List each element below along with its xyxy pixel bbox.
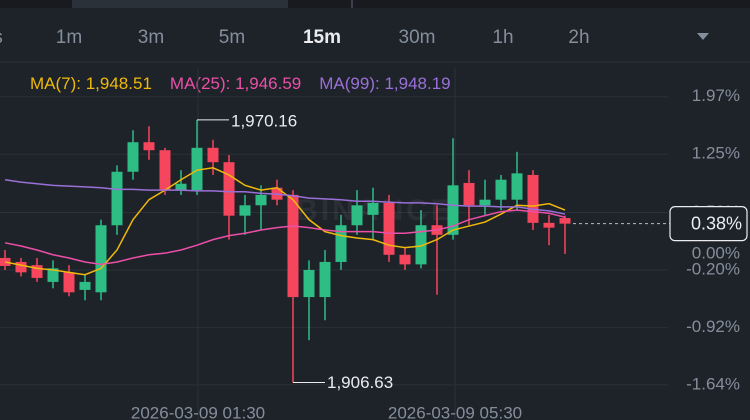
current-label: 0.38% xyxy=(691,213,742,233)
interval-tab[interactable]: 5m xyxy=(219,27,245,48)
candle-body xyxy=(463,182,475,206)
x-tick-label: 2026-03-09 05:30 xyxy=(388,403,522,420)
ma-line xyxy=(4,166,566,276)
y-tick-label: -0.20% xyxy=(686,259,740,278)
interval-tab[interactable]: 1m xyxy=(56,27,82,48)
plot: 1.97%1.25%0.52%0.00%-0.20%-0.92%-1.64%BI… xyxy=(0,68,748,420)
candle-body xyxy=(239,205,251,216)
interval-tab[interactable]: s xyxy=(0,27,3,48)
legend-entry: MA(25): 1,946.59 xyxy=(170,74,301,93)
interval-tab[interactable]: 15m xyxy=(303,27,341,48)
interval-tab[interactable]: 1h xyxy=(492,27,513,48)
candle-body xyxy=(143,142,155,151)
candle-body xyxy=(495,179,507,200)
ma-legend: MA(7): 1,948.51 MA(25): 1,946.59 MA(99): 1… xyxy=(30,74,451,93)
candle-body xyxy=(511,173,523,200)
candle-body xyxy=(175,183,187,191)
interval-tab[interactable]: 2h xyxy=(568,27,589,48)
current-box xyxy=(669,206,748,242)
y-tick-label: -0.92% xyxy=(686,317,740,336)
candle-body xyxy=(351,205,363,226)
y-tick-label: 1.97% xyxy=(692,86,740,105)
header-strip xyxy=(0,0,750,8)
candle-body xyxy=(543,222,555,228)
x-tick-label: 2026-03-09 01:30 xyxy=(131,403,265,420)
legend-entry: MA(7): 1,948.51 xyxy=(30,74,152,93)
candle-body xyxy=(399,254,411,265)
candle-body xyxy=(79,281,91,290)
candle-body xyxy=(527,174,539,223)
candle-body xyxy=(95,225,107,293)
candle-body xyxy=(559,218,571,224)
candle-body xyxy=(191,147,203,191)
interval-tab[interactable]: 30m xyxy=(399,27,436,48)
candle-body xyxy=(287,194,299,298)
annotation-label: 1,970.16 xyxy=(231,111,297,130)
candle-body xyxy=(15,261,27,273)
candle-body xyxy=(159,150,171,191)
candle-body xyxy=(319,261,331,298)
candle-body xyxy=(479,199,491,206)
header-tab xyxy=(72,0,288,8)
candle-body xyxy=(367,202,379,215)
candle-body xyxy=(335,225,347,262)
y-tick-label: -1.64% xyxy=(686,374,740,393)
candle-body xyxy=(111,171,123,226)
legend-entry: MA(99): 1,948.19 xyxy=(319,74,450,93)
annotation-label: 1,906.63 xyxy=(327,373,393,392)
ma-line xyxy=(4,209,566,266)
interval-tabs: s 1m 3m 5m 15m 30m 1h 2h xyxy=(0,27,590,48)
candle-body xyxy=(383,202,395,255)
candle-body xyxy=(63,272,75,293)
candle-body xyxy=(303,269,315,298)
candle-body xyxy=(31,265,43,278)
candle-body xyxy=(207,147,219,163)
more-intervals[interactable] xyxy=(697,33,709,40)
ma-line xyxy=(4,179,566,215)
candle-body xyxy=(47,268,59,282)
candle-body xyxy=(415,225,427,265)
y-tick-label: 1.25% xyxy=(692,144,740,163)
candle-body xyxy=(447,185,459,235)
candle-body xyxy=(223,162,235,216)
candle-body xyxy=(255,194,267,206)
interval-tab[interactable]: 3m xyxy=(138,27,164,48)
y-tick-label: 0.00% xyxy=(692,243,740,262)
candle-body xyxy=(127,142,139,172)
